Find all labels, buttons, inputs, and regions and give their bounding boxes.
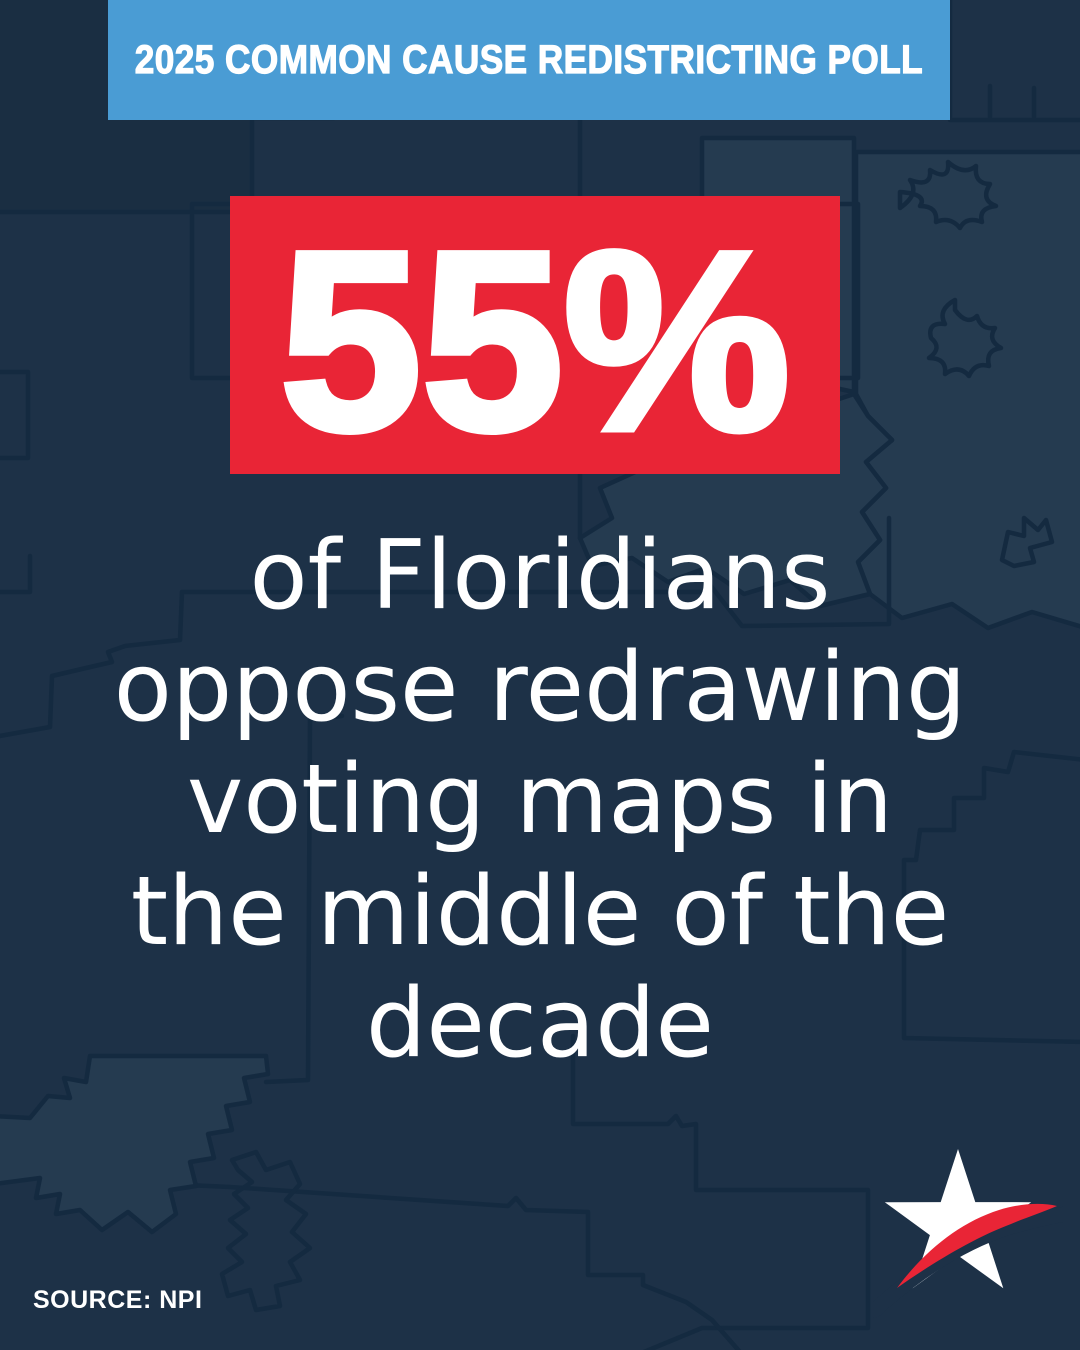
map-boundary (219, 1149, 313, 1313)
map-boundary (0, 1174, 742, 1350)
description-line: oppose redrawing (113, 633, 967, 743)
map-boundary (0, 589, 703, 739)
map-boundary (947, 0, 1080, 123)
stat-box: 55% (230, 196, 840, 474)
map-boundary (697, 515, 892, 629)
swoosh-gap (873, 1206, 1063, 1318)
header-banner: 2025 COMMON CAUSE REDISTRICTING POLL (108, 0, 950, 120)
map-boundary (0, 553, 33, 595)
common-cause-star-logo-icon (873, 1149, 1063, 1318)
map-boundary (0, 369, 31, 461)
map-boundary (926, 297, 1004, 379)
description-line: the middle of the (130, 857, 950, 967)
map-boundary (999, 515, 1055, 569)
description-line: decade (366, 969, 714, 1079)
map-boundary (570, 1033, 871, 1350)
description-line: voting maps in (186, 745, 894, 855)
star-shape (884, 1149, 1032, 1289)
map-boundary (897, 159, 999, 231)
description-line: of Floridians (249, 521, 831, 631)
map-boundary (901, 749, 1080, 1045)
map-boundary (263, 713, 345, 1085)
stat-description: of Floridians oppose redrawing voting ma… (0, 520, 1080, 1080)
stat-value: 55% (276, 198, 793, 484)
source-attribution: SOURCE: NPI (33, 1286, 203, 1314)
map-region (0, 1053, 271, 1235)
red-swoosh (897, 1203, 1057, 1288)
banner-title: 2025 COMMON CAUSE REDISTRICTING POLL (134, 37, 924, 82)
